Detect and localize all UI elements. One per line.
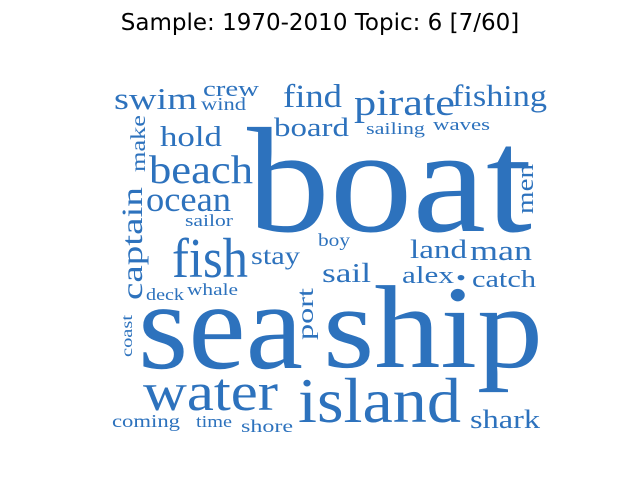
word-stay: stay	[251, 243, 301, 270]
word-waves: waves	[433, 115, 490, 134]
word-fish: fish	[172, 228, 248, 290]
word-water: water	[143, 362, 278, 422]
word-board: board	[274, 113, 349, 142]
word-catch: catch	[472, 267, 536, 293]
word-shore: shore	[241, 416, 293, 436]
word-coming: coming	[112, 411, 180, 431]
word-dot: •	[456, 265, 466, 290]
word-captain: captain	[116, 187, 149, 300]
word-sailor: sailor	[185, 211, 233, 230]
word-boy: boy	[318, 230, 350, 250]
word-wind: wind	[201, 94, 246, 114]
plot-title: Sample: 1970-2010 Topic: 6 [7/60]	[120, 10, 520, 36]
word-sail: sail	[322, 258, 371, 288]
word-crew: crew	[203, 76, 259, 101]
word-fishing: fishing	[452, 78, 547, 113]
word-ship: ship	[323, 262, 543, 393]
word-island: island	[298, 365, 461, 436]
word-ocean: ocean	[146, 180, 231, 219]
word-sea: sea	[138, 258, 303, 396]
word-sailing: sailing	[366, 119, 426, 138]
word-find: find	[283, 79, 343, 115]
word-swim: swim	[114, 81, 197, 116]
word-pirate: pirate	[354, 83, 455, 124]
word-coast: coast	[119, 314, 136, 357]
word-port: port	[293, 287, 318, 340]
word-boat: boat	[247, 98, 532, 264]
word-men: men	[513, 164, 539, 214]
word-man: man	[470, 236, 532, 267]
word-time: time	[196, 412, 232, 431]
word-shark: shark	[470, 405, 540, 434]
word-whale: whale	[187, 280, 238, 299]
word-land: land	[410, 235, 467, 264]
word-hold: hold	[160, 122, 222, 153]
word-alex: alex	[402, 263, 454, 289]
word-make: make	[126, 115, 150, 172]
word-deck: deck	[146, 285, 185, 304]
word-beach: beach	[149, 147, 253, 192]
